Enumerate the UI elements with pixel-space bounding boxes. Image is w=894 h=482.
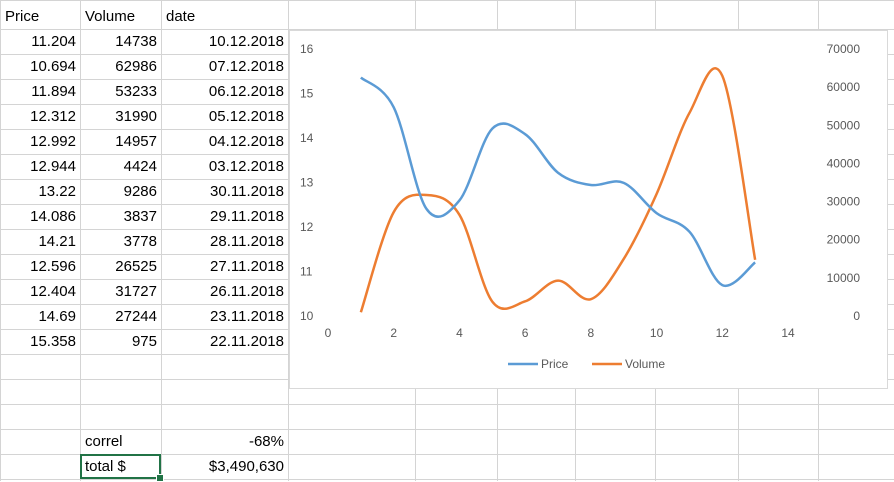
total-label[interactable]: total $	[85, 458, 126, 475]
legend-volume-label: Volume	[625, 357, 665, 371]
date-cell[interactable]: 07.12.2018	[208, 58, 284, 75]
grid-row-line	[0, 29, 894, 30]
selected-cell-outline[interactable]	[80, 454, 161, 479]
price-cell[interactable]: 11.204	[31, 33, 76, 50]
date-cell[interactable]: 22.11.2018	[210, 333, 284, 350]
volume-cell[interactable]: 62986	[115, 58, 157, 75]
date-cell[interactable]: 30.11.2018	[210, 183, 284, 200]
volume-cell[interactable]: 53233	[115, 83, 157, 100]
y-left-tick-label: 15	[300, 87, 314, 101]
y-right-tick-label: 10000	[827, 271, 861, 285]
x-tick-label: 2	[390, 326, 397, 340]
grid-column-line	[80, 0, 81, 481]
y-left-tick-label: 12	[300, 220, 314, 234]
correl-label[interactable]: correl	[85, 433, 123, 450]
price-cell[interactable]: 12.312	[30, 108, 76, 125]
y-left-tick-label: 10	[300, 309, 314, 323]
y-right-tick-label: 40000	[827, 156, 861, 170]
date-cell[interactable]: 28.11.2018	[210, 233, 284, 250]
volume-cell[interactable]: 27244	[115, 308, 157, 325]
volume-cell[interactable]: 31727	[115, 283, 157, 300]
date-cell[interactable]: 29.11.2018	[210, 208, 284, 225]
x-tick-label: 10	[650, 326, 664, 340]
date-cell[interactable]: 26.11.2018	[210, 283, 284, 300]
date-cell[interactable]: 06.12.2018	[208, 83, 284, 100]
y-right-tick-label: 0	[853, 309, 860, 323]
price-cell[interactable]: 10.694	[30, 58, 76, 75]
grid-column-line	[288, 0, 289, 481]
correl-value[interactable]: -68%	[248, 433, 284, 450]
price-cell[interactable]: 14.69	[38, 308, 76, 325]
date-cell[interactable]: 27.11.2018	[210, 258, 284, 275]
y-left-tick-label: 14	[300, 131, 314, 145]
y-right-tick-label: 60000	[827, 80, 861, 94]
legend-price-label: Price	[541, 357, 569, 371]
date-cell[interactable]: 23.11.2018	[210, 308, 284, 325]
y-right-tick-label: 20000	[827, 233, 861, 247]
header-volume[interactable]: Volume	[85, 8, 136, 25]
date-cell[interactable]: 03.12.2018	[208, 158, 284, 175]
volume-cell[interactable]: 14738	[115, 33, 157, 50]
x-tick-label: 0	[325, 326, 332, 340]
price-cell[interactable]: 12.992	[30, 133, 76, 150]
x-tick-label: 12	[716, 326, 730, 340]
grid-row-line	[0, 404, 894, 405]
date-cell[interactable]: 05.12.2018	[208, 108, 284, 125]
y-left-tick-label: 11	[300, 265, 313, 279]
grid-row-line	[0, 479, 894, 480]
volume-cell[interactable]: 14957	[115, 133, 157, 150]
price-series-line	[360, 76, 756, 288]
date-cell[interactable]: 10.12.2018	[208, 33, 284, 50]
volume-cell[interactable]: 31990	[115, 108, 157, 125]
grid-row-line	[0, 454, 894, 455]
total-value[interactable]: $3,490,630	[208, 458, 284, 475]
volume-series-line	[359, 67, 757, 313]
price-cell[interactable]: 14.21	[38, 233, 76, 250]
volume-cell[interactable]: 3778	[123, 233, 157, 250]
grid-row-line	[0, 0, 894, 1]
header-price[interactable]: Price	[5, 8, 40, 25]
x-tick-label: 14	[781, 326, 795, 340]
grid-column-line	[161, 0, 162, 481]
grid-column-line	[0, 0, 1, 481]
volume-cell[interactable]: 4424	[123, 158, 157, 175]
y-right-tick-label: 50000	[827, 118, 861, 132]
volume-cell[interactable]: 3837	[123, 208, 157, 225]
x-tick-label: 6	[522, 326, 529, 340]
volume-cell[interactable]: 975	[131, 333, 157, 350]
price-cell[interactable]: 12.944	[30, 158, 76, 175]
volume-cell[interactable]: 9286	[123, 183, 157, 200]
chart-plot: 10 11 12 13 14 15 16 0 10000 20000 30000 40000 50000…	[300, 42, 861, 371]
date-cell[interactable]: 04.12.2018	[208, 133, 284, 150]
price-volume-chart[interactable]: 10 11 12 13 14 15 16 0 10000 20000 30000 40000 50000…	[289, 30, 888, 389]
x-tick-label: 8	[588, 326, 595, 340]
y-right-tick-label: 70000	[827, 42, 861, 56]
price-cell[interactable]: 13.22	[38, 183, 76, 200]
price-cell[interactable]: 11.894	[31, 83, 76, 100]
y-left-tick-label: 16	[300, 42, 314, 56]
volume-cell[interactable]: 26525	[115, 258, 157, 275]
header-date[interactable]: date	[166, 8, 196, 25]
price-cell[interactable]: 12.404	[30, 283, 76, 300]
price-cell[interactable]: 12.596	[30, 258, 76, 275]
price-cell[interactable]: 15.358	[30, 333, 76, 350]
x-tick-label: 4	[456, 326, 463, 340]
price-cell[interactable]: 14.086	[30, 208, 76, 225]
y-right-tick-label: 30000	[827, 195, 861, 209]
grid-row-line	[0, 429, 894, 430]
y-left-tick-label: 13	[300, 176, 314, 190]
